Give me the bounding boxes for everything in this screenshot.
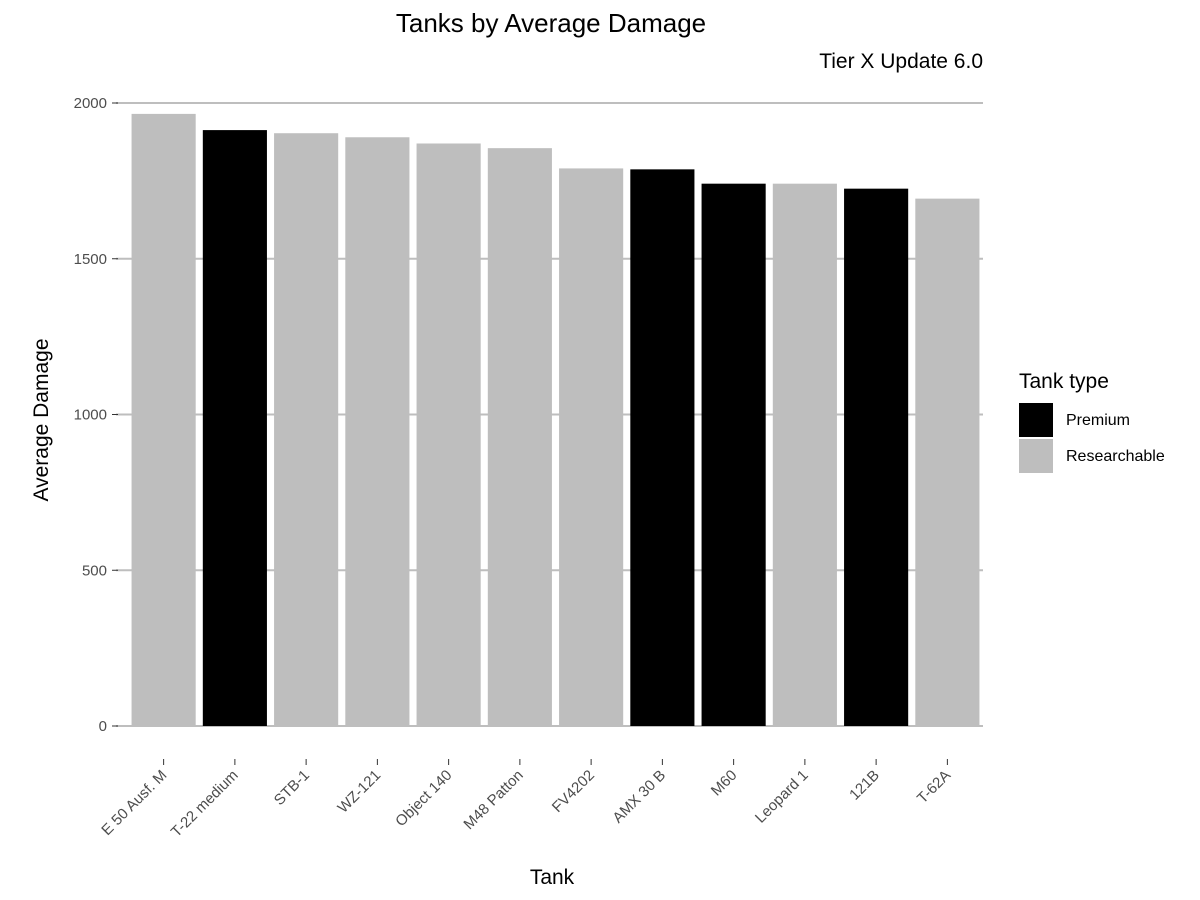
bar: [559, 168, 624, 727]
legend-title: Tank type: [1019, 370, 1109, 393]
x-tick-label: M60: [708, 767, 741, 800]
chart-subtitle: Tier X Update 6.0: [819, 50, 983, 73]
bar: [772, 183, 837, 727]
x-tick-label: T-22 medium: [168, 767, 242, 841]
y-axis-title: Average Damage: [30, 338, 53, 501]
x-tick-label: E 50 Ausf. M: [98, 767, 170, 839]
bar: [701, 183, 766, 727]
legend-label: Premium: [1066, 412, 1130, 429]
bar: [416, 143, 481, 726]
bar: [131, 113, 196, 727]
x-tick-label: WZ-121: [334, 767, 384, 817]
bar: [630, 169, 695, 727]
bar: [487, 148, 552, 727]
bar: [844, 188, 909, 727]
bar: [915, 198, 980, 726]
x-axis-title: Tank: [530, 866, 575, 889]
y-tick-label: 2000: [74, 95, 107, 112]
x-tick-label: M48 Patton: [460, 767, 526, 833]
x-tick-label: AMX 30 B: [609, 767, 669, 827]
x-tick-label: FV4202: [549, 767, 598, 816]
x-tick-label: T-62A: [914, 767, 954, 807]
y-tick-label: 1500: [74, 251, 107, 268]
y-axis: 0 500 1000 1500 2000: [74, 95, 118, 735]
x-tick-label: Object 140: [392, 767, 455, 830]
y-tick-label: 0: [99, 718, 107, 735]
legend-label: Researchable: [1066, 448, 1165, 465]
legend: Tank type Premium Researchable: [1019, 370, 1165, 473]
x-tick-label: Leopard 1: [752, 767, 812, 827]
y-tick-label: 500: [82, 562, 107, 579]
bars: [131, 113, 980, 727]
x-axis: E 50 Ausf. MT-22 medium STB-1 WZ-121 Object…: [98, 759, 954, 841]
y-tick-label: 1000: [74, 407, 107, 424]
legend-key: [1019, 439, 1053, 473]
bar: [345, 137, 410, 726]
bar: [274, 133, 339, 726]
x-tick-label: STB-1: [271, 767, 313, 809]
bar: [202, 130, 267, 727]
legend-key: [1019, 403, 1053, 437]
x-tick-label: 121B: [846, 767, 883, 804]
chart-title: Tanks by Average Damage: [396, 8, 706, 38]
